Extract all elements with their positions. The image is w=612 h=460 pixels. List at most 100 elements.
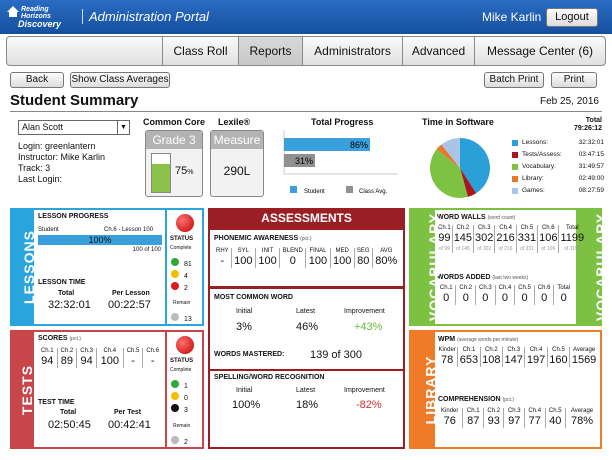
comp-value-cell: 76 bbox=[437, 414, 464, 428]
portal-title: Administration Portal bbox=[82, 9, 209, 24]
phonemic-value-cell: 100 bbox=[255, 254, 281, 268]
walls-value-cell: 302 bbox=[473, 231, 496, 245]
scores-title: SCORES bbox=[38, 335, 68, 342]
walls-sub-cell: of 302 bbox=[473, 245, 496, 253]
test-time-per: 00:42:41 bbox=[108, 419, 151, 431]
legend-swatch bbox=[512, 152, 518, 158]
most-common-word-title: MOST COMMON WORD bbox=[214, 294, 293, 301]
walls-value-cell: 106 bbox=[537, 231, 560, 245]
test-remain-label: Remain bbox=[173, 423, 191, 429]
words-added-table: Ch.1 Ch.2 Ch.3 Ch.4 Ch.5 Ch.6 Total 0 0 0 0 0 0 0 bbox=[437, 285, 573, 305]
scores-header-cell: Ch.2 bbox=[57, 348, 78, 354]
wpm-value-cell: 160 bbox=[547, 353, 571, 367]
legend-swatch bbox=[512, 176, 518, 182]
walls-header-cell: Ch.5 bbox=[516, 225, 539, 231]
scores-header-cell: Ch.5 bbox=[123, 348, 144, 354]
test-time-total: 02:50:45 bbox=[48, 419, 91, 431]
lesson-yellow-count: 4 bbox=[184, 273, 188, 280]
scores-unit: (pct.) bbox=[69, 336, 81, 342]
wpm-value-cell: 197 bbox=[524, 353, 548, 367]
lesson-progress-card: LESSON PROGRESS Student Ch.6 - Lesson 10… bbox=[34, 210, 165, 324]
grade-percent: 75% bbox=[175, 165, 193, 177]
phonemic-value-cell: 80% bbox=[375, 255, 398, 267]
wpm-value-cell: 108 bbox=[480, 353, 504, 367]
time-total-label: Total bbox=[585, 117, 602, 124]
phonemic-header-cell: BLEND bbox=[279, 248, 307, 254]
back-button[interactable]: Back bbox=[10, 72, 64, 88]
comp-header-cell: Ch.2 bbox=[483, 408, 505, 414]
tab-message-center[interactable]: Message Center (6) bbox=[474, 37, 605, 65]
pie-slice bbox=[441, 138, 460, 168]
legend-label: Lessons: bbox=[522, 139, 549, 146]
login-text: Login: greenlantern bbox=[18, 141, 96, 151]
wpm-header-cell: Kinder bbox=[437, 347, 459, 353]
logout-button[interactable]: Logout bbox=[546, 8, 598, 27]
wpm-header-cell: Ch.3 bbox=[502, 347, 526, 353]
grade-value: 75 bbox=[175, 165, 188, 177]
word-walls-table: Ch.1 Ch.2 Ch.3 Ch.4 Ch.5 Ch.6 Total 99 145 302 216… bbox=[437, 225, 585, 253]
tab-administrators[interactable]: Administrators bbox=[302, 37, 402, 65]
tab-class-roll[interactable]: Class Roll bbox=[162, 37, 238, 65]
chevron-down-icon: ▼ bbox=[117, 121, 129, 134]
batch-print-button[interactable]: Batch Print bbox=[484, 72, 544, 88]
scores-value-cell: 94 bbox=[76, 354, 97, 368]
spelling-latest-header: Latest bbox=[296, 387, 316, 394]
lesson-time-total-header: Total bbox=[58, 290, 75, 297]
words-mastered-value: 139 of 300 bbox=[310, 349, 362, 361]
phonemic-header-cell: SEG bbox=[354, 248, 373, 254]
added-header-cell: Ch.4 bbox=[495, 285, 516, 291]
legend-swatch bbox=[512, 188, 518, 194]
last-login-text: Last Login: bbox=[18, 174, 63, 184]
added-value-cell: 0 bbox=[455, 291, 477, 305]
wpm-value-cell: 1569 bbox=[571, 354, 597, 366]
vocabulary-left-strip bbox=[411, 210, 435, 324]
class-progress-value: 31% bbox=[295, 156, 313, 166]
comprehension-title: COMPREHENSION bbox=[438, 396, 501, 403]
spelling-title: SPELLING/WORD RECOGNITION bbox=[214, 374, 325, 381]
show-class-averages-button[interactable]: Show Class Averages bbox=[70, 72, 170, 88]
scores-header-cell: Ch.1 bbox=[38, 348, 58, 354]
added-header-cell: Ch.3 bbox=[475, 285, 496, 291]
tab-reports[interactable]: Reports bbox=[238, 37, 302, 65]
spelling-initial-header: Initial bbox=[236, 387, 253, 394]
comprehension-unit: (pct.) bbox=[502, 397, 514, 403]
walls-value-cell: 331 bbox=[516, 231, 539, 245]
phonemic-value-cell: 100 bbox=[330, 254, 355, 268]
grade-unit: % bbox=[187, 169, 194, 176]
legend-swatch bbox=[512, 140, 518, 146]
legend-swatch bbox=[512, 164, 518, 170]
legend-value: 08:27:59 bbox=[578, 187, 604, 194]
phonemic-card: PHONEMIC AWARENESS (pct.) RHY SYL INIT BLEN… bbox=[210, 230, 403, 286]
test-yellow-count: 0 bbox=[184, 395, 188, 402]
comp-header-cell: Ch.3 bbox=[503, 408, 525, 414]
wpm-title: WPM bbox=[438, 336, 456, 343]
added-header-cell: Ch.5 bbox=[514, 285, 535, 291]
scores-card: SCORES (pct.) Ch.1 Ch.2 Ch.3 Ch.4 Ch.5 Ch.6 94… bbox=[34, 332, 165, 447]
legend-label: Tests/Assess: bbox=[522, 151, 562, 158]
lexile-label: Lexile® bbox=[218, 117, 251, 127]
time-legend-item: Vocabulary: 31:49:57 bbox=[512, 162, 604, 174]
lesson-status-title: STATUS bbox=[170, 236, 194, 242]
pie-slice bbox=[460, 168, 477, 197]
comp-value-cell: 87 bbox=[462, 414, 484, 428]
scores-header-cell: Ch.6 bbox=[146, 348, 160, 354]
scores-value-cell: - bbox=[123, 354, 144, 368]
grade-gauge bbox=[151, 153, 171, 193]
print-button[interactable]: Print bbox=[551, 72, 597, 88]
scores-table: Ch.1 Ch.2 Ch.3 Ch.4 Ch.5 Ch.6 94 89 94 100- - bbox=[38, 348, 162, 368]
green-dot-icon bbox=[171, 380, 179, 388]
student-legend-label: Student bbox=[304, 189, 325, 195]
class-progress-bar bbox=[284, 154, 315, 167]
time-legend-item: Lessons: 32:32:01 bbox=[512, 138, 604, 150]
added-value-cell: 0 bbox=[534, 291, 555, 305]
comprehension-table: Kinder Ch.1 Ch.2 Ch.3 Ch.4 Ch.5 Average 76 87 93 9… bbox=[437, 408, 598, 428]
pie-slice bbox=[460, 138, 490, 194]
status-light-icon bbox=[176, 336, 194, 354]
student-select[interactable]: Alan Scott ▼ bbox=[18, 120, 130, 135]
added-header-cell: Total bbox=[557, 285, 571, 291]
lesson-progress-title: LESSON PROGRESS bbox=[38, 213, 109, 220]
black-dot-icon bbox=[171, 404, 179, 412]
tab-advanced[interactable]: Advanced bbox=[402, 37, 474, 65]
walls-sub-cell: of 331 bbox=[516, 245, 539, 253]
walls-sub-cell: of 99 bbox=[437, 245, 453, 253]
